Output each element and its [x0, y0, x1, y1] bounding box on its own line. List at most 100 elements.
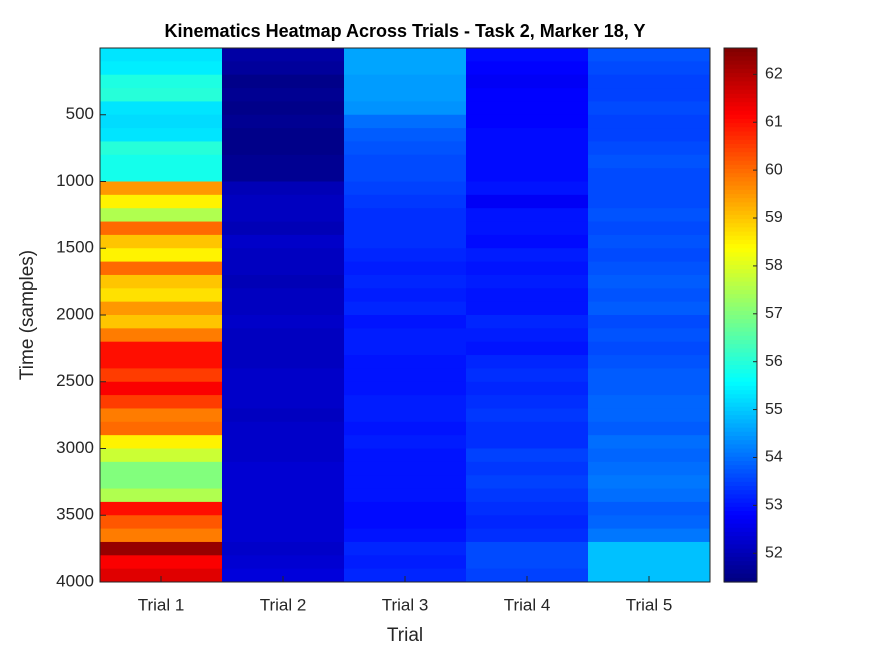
heat-cell	[344, 274, 467, 289]
heat-cell	[344, 101, 467, 116]
colorbar-step	[724, 285, 757, 291]
heat-cell	[344, 74, 467, 89]
heat-cell	[466, 221, 589, 236]
heat-cell	[466, 168, 589, 182]
heat-cell	[588, 114, 711, 129]
colorbar-step	[724, 536, 757, 541]
heat-cell	[100, 234, 223, 249]
colorbar-step	[724, 56, 757, 62]
colorbar-step	[724, 64, 757, 70]
heat-cell	[466, 88, 589, 102]
heat-cell	[588, 461, 711, 476]
heat-cell	[466, 541, 589, 556]
colorbar-tick-label: 55	[765, 401, 783, 418]
colorbar-step	[724, 244, 757, 249]
heat-cell	[588, 555, 711, 570]
heat-cell	[344, 421, 467, 436]
colorbar-tick-label: 52	[765, 544, 783, 561]
heat-cell	[588, 328, 711, 343]
colorbar-step	[724, 235, 757, 241]
colorbar-frame	[723, 47, 758, 583]
heat-cell	[588, 221, 711, 236]
colorbar-step	[724, 102, 757, 108]
heat-cell	[100, 128, 223, 142]
colorbar-step	[724, 398, 757, 404]
heat-cell	[588, 88, 711, 102]
colorbar-step	[724, 98, 757, 103]
y-tick-label: 1000	[56, 171, 94, 190]
heat-cell	[344, 461, 467, 476]
heat-cell	[344, 328, 467, 343]
y-axis-label: Time (samples)	[17, 250, 38, 380]
colorbar-step	[724, 206, 757, 212]
heat-cell	[588, 435, 711, 449]
heat-cell	[100, 208, 223, 223]
heat-cell	[100, 88, 223, 102]
x-tick-label: Trial 5	[626, 595, 673, 614]
colorbar-step	[724, 431, 757, 437]
y-tick-label: 1500	[56, 238, 94, 257]
heat-cell	[466, 128, 589, 142]
heat-cell	[466, 408, 589, 423]
colorbar-step	[724, 452, 757, 458]
colorbar-step	[724, 381, 757, 387]
heat-cell	[100, 74, 223, 89]
heat-cell	[466, 101, 589, 116]
colorbar-step	[724, 465, 757, 470]
colorbar-step	[724, 168, 757, 174]
heat-cell	[588, 395, 711, 409]
heat-cell	[466, 114, 589, 129]
heat-cell	[344, 501, 467, 516]
x-tick-label: Trial 3	[382, 595, 429, 614]
heat-cell	[100, 288, 223, 303]
heat-cell	[222, 141, 345, 156]
heat-cell	[100, 515, 223, 530]
colorbar-step	[724, 577, 757, 583]
heat-cell	[222, 408, 345, 423]
heat-cell	[222, 154, 345, 169]
heat-cell	[100, 528, 223, 543]
heat-cell	[100, 168, 223, 182]
colorbar-step	[724, 552, 757, 558]
heat-cell	[588, 154, 711, 169]
colorbar-step	[724, 298, 757, 304]
heat-cell	[100, 141, 223, 156]
colorbar-step	[724, 68, 757, 74]
colorbar-step	[724, 373, 757, 379]
colorbar-step	[724, 444, 757, 450]
colorbar-step	[724, 143, 757, 149]
heat-cell	[466, 234, 589, 249]
colorbar-step	[724, 519, 757, 525]
colorbar-step	[724, 315, 757, 320]
heat-cell	[100, 435, 223, 449]
heat-cell	[100, 341, 223, 356]
heat-cell	[466, 528, 589, 543]
colorbar-tick-label: 59	[765, 209, 783, 226]
heat-cell	[344, 475, 467, 490]
heat-cell	[100, 61, 223, 76]
x-tick-label: Trial 1	[138, 595, 185, 614]
heat-cell	[100, 101, 223, 116]
colorbar-step	[724, 93, 757, 99]
heat-cell	[344, 181, 467, 196]
heat-cell	[222, 74, 345, 89]
colorbar-step	[724, 239, 757, 245]
y-tick-label: 3000	[56, 438, 94, 457]
heat-cell	[466, 74, 589, 89]
colorbar-step	[724, 523, 757, 529]
heat-cell	[588, 528, 711, 543]
heat-cell	[344, 408, 467, 423]
colorbar-step	[724, 231, 757, 237]
heat-cell	[588, 448, 711, 463]
heat-cell	[100, 395, 223, 409]
heat-cell	[100, 181, 223, 196]
heat-cell	[222, 475, 345, 490]
colorbar-step	[724, 156, 757, 162]
heat-cell	[344, 48, 467, 62]
colorbar-step	[724, 110, 757, 116]
colorbar-step	[724, 544, 757, 550]
heat-cell	[100, 248, 223, 263]
heat-cell	[466, 381, 589, 396]
colorbar-step	[724, 394, 757, 400]
colorbar-tick-label: 56	[765, 353, 783, 370]
